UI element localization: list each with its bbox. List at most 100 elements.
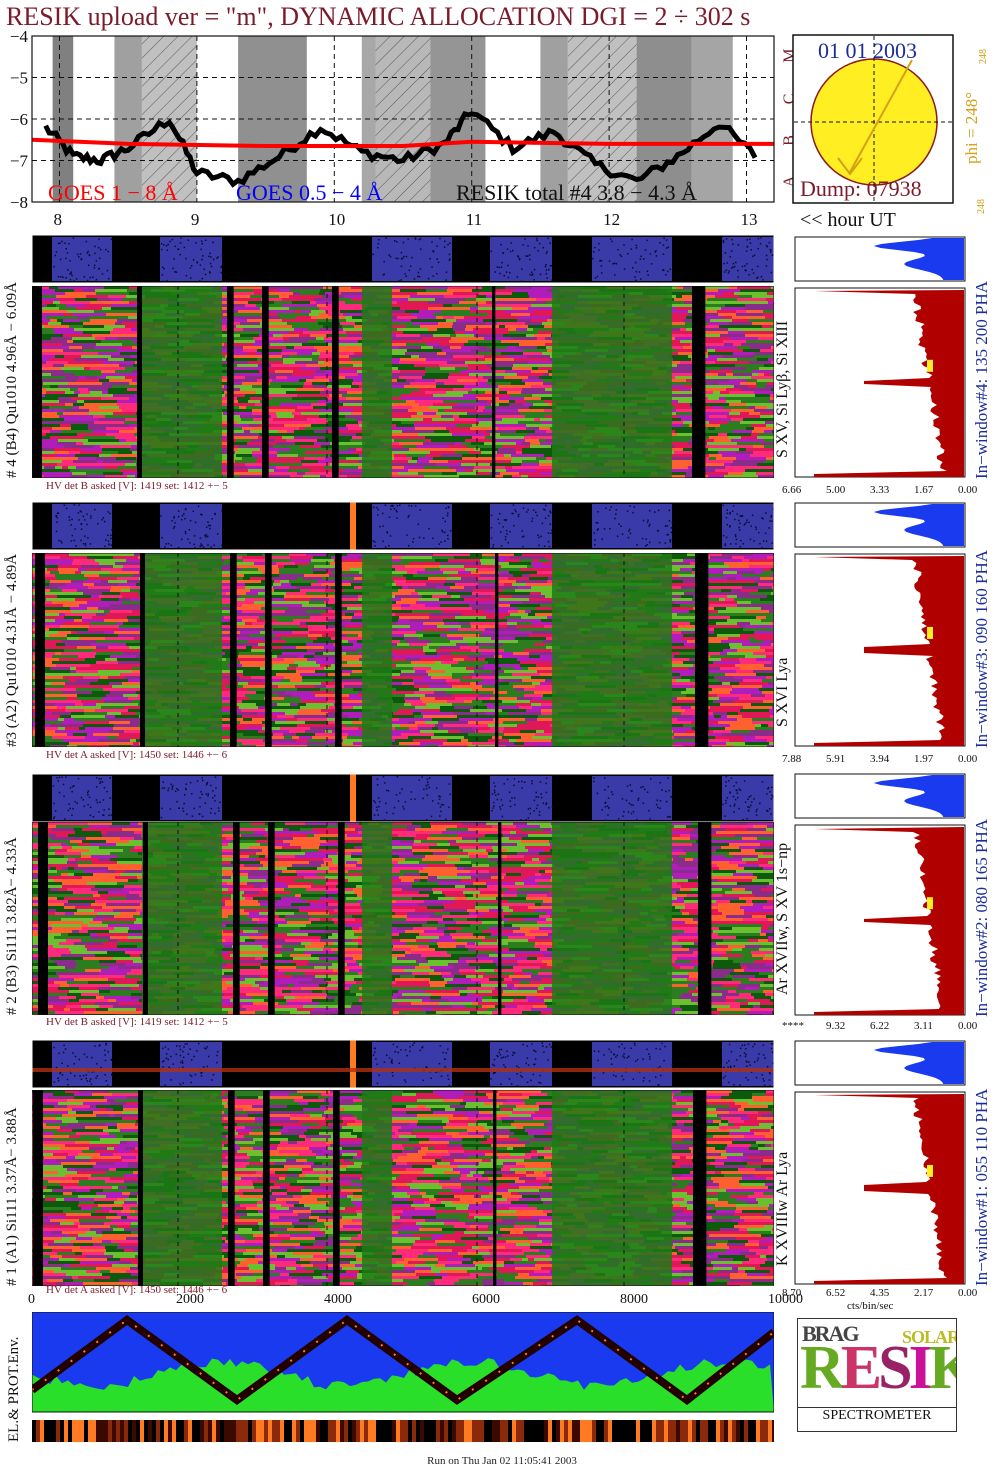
heatmap-cell: [425, 367, 440, 370]
heatmap-cell: [496, 412, 520, 415]
heatmap-cell: [337, 364, 353, 367]
heatmap-cell: [447, 577, 461, 580]
heatmap-cell: [103, 472, 123, 475]
heatmap-cell: [328, 343, 362, 346]
heatmap-cell: [526, 424, 543, 427]
heatmap-cell: [746, 610, 769, 613]
heatmap-cell: [297, 406, 313, 409]
heatmap-cell: [260, 631, 266, 634]
heatmap-cell: [494, 316, 519, 319]
heatmap-cell: [462, 442, 471, 445]
heatmap-cell: [439, 598, 464, 601]
heatmap-cell: [420, 385, 436, 388]
heatmap-cell: [406, 400, 415, 403]
strip-noise: [110, 238, 113, 240]
heatmap-cell: [460, 595, 491, 598]
heatmap-cell: [505, 466, 512, 469]
heatmap-cell: [92, 406, 99, 409]
heatmap-cell: [406, 613, 430, 616]
heatmap-cell: [675, 406, 690, 409]
strip-noise: [744, 523, 746, 525]
heatmap-cell: [328, 421, 358, 424]
heatmap-cell: [472, 289, 495, 292]
strip-noise: [182, 513, 185, 515]
heatmap-cell: [529, 577, 548, 580]
heatmap-cell: [685, 409, 692, 412]
heatmap-cell: [60, 424, 71, 427]
heatmap-cell: [233, 313, 261, 316]
strip-noise: [500, 545, 503, 547]
heatmap-cell: [481, 451, 497, 454]
heatmap-cell: [505, 559, 520, 562]
heatmap-cell: [47, 568, 58, 571]
heatmap-cell: [660, 313, 688, 316]
strip-noise: [445, 271, 448, 273]
heatmap-cell: [71, 292, 96, 295]
heatmap-cell: [101, 598, 119, 601]
heatmap-cell: [402, 424, 414, 427]
strip-noise: [194, 546, 196, 549]
heatmap-cell: [478, 583, 497, 586]
heatmap-cell: [521, 475, 528, 478]
heatmap-cell: [118, 466, 139, 469]
heatmap-cell: [289, 664, 298, 667]
heatmap-cell: [345, 376, 375, 379]
heatmap-cell: [740, 661, 771, 664]
strip-noise: [193, 543, 195, 546]
heatmap-cell: [472, 301, 486, 304]
strip-noise: [729, 256, 732, 258]
heatmap-cell: [120, 469, 149, 472]
strip-noise: [173, 517, 175, 519]
strip-noise: [608, 260, 611, 262]
heatmap-cell: [48, 322, 61, 325]
heatmap-cell: [309, 313, 319, 316]
strip-noise: [610, 506, 613, 508]
heatmap-cell: [409, 619, 443, 622]
heatmap-cell: [681, 595, 693, 598]
heatmap-cell: [510, 604, 533, 607]
heatmap-cell: [442, 448, 474, 451]
heatmap-cell: [501, 352, 523, 355]
heatmap-cell: [78, 655, 95, 658]
channel-heatmap: [32, 553, 774, 747]
heatmap-cell: [326, 418, 355, 421]
heatmap-cell: [662, 553, 687, 556]
heatmap-cell: [249, 634, 275, 637]
heatmap-cell: [233, 403, 255, 406]
heatmap-cell: [32, 364, 53, 367]
heatmap-cell: [80, 370, 101, 373]
strip-noise: [766, 245, 769, 248]
strip-noise: [209, 272, 211, 274]
heatmap-cell: [236, 325, 267, 328]
heatmap-cell: [471, 442, 484, 445]
heatmap-cell: [339, 367, 346, 370]
strip-noise: [732, 505, 735, 507]
strip-noise: [500, 266, 503, 268]
strip-noise: [71, 534, 74, 537]
heatmap-cell: [503, 664, 520, 667]
strip-noise: [504, 538, 507, 541]
heatmap-cell: [281, 583, 291, 586]
heatmap-cell: [242, 619, 257, 622]
strip-noise: [494, 271, 497, 273]
strip-noise: [498, 266, 500, 269]
heatmap-cell: [415, 670, 426, 673]
heatmap-cell: [464, 601, 492, 604]
heatmap-cell: [332, 373, 346, 376]
heatmap-cell: [274, 388, 296, 391]
heatmap-cell: [412, 406, 429, 409]
strip-noise: [499, 272, 501, 275]
heatmap-cell: [717, 310, 736, 313]
heatmap-cell: [98, 418, 125, 421]
heatmap-cell: [522, 667, 528, 670]
heatmap-cell: [726, 679, 743, 682]
heatmap-cell: [417, 316, 436, 319]
heatmap-cell: [486, 295, 496, 298]
heatmap-cell: [390, 388, 419, 391]
heatmap-cell: [479, 382, 487, 385]
heatmap-cell: [507, 619, 541, 622]
heatmap-cell: [344, 436, 352, 439]
strip-noise: [505, 529, 508, 532]
heatmap-cell: [104, 619, 128, 622]
heatmap-cell: [715, 349, 743, 352]
